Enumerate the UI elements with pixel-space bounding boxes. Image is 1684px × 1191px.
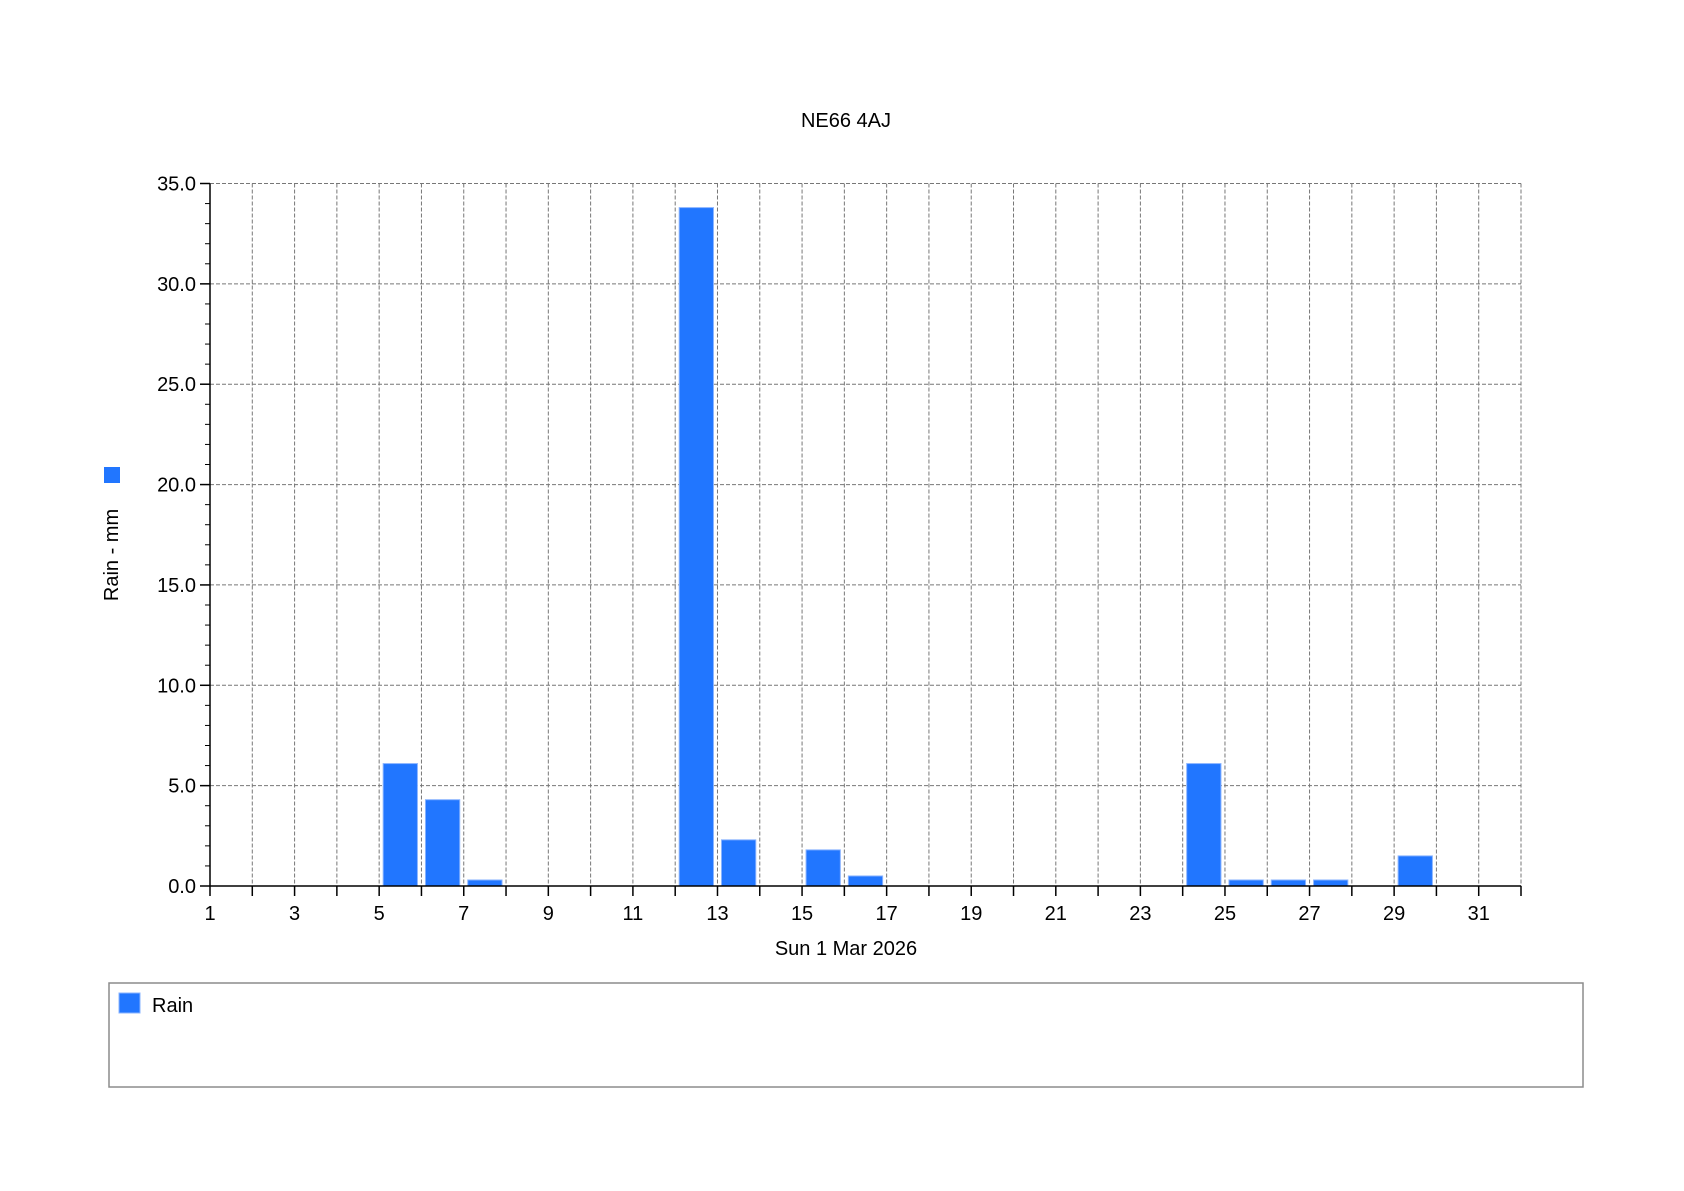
y-tick-labels: 0.0 5.0 10.0 15.0 20.0 25.0 30.0 35.0 — [157, 174, 196, 899]
bar-day-29 — [1397, 855, 1433, 887]
y-axis-label: Rain - mm — [101, 509, 123, 601]
x-tick-label: 5 — [374, 903, 385, 925]
bar-day-25 — [1228, 879, 1264, 887]
x-tick-labels: 1 3 5 7 9 11 13 15 17 19 21 23 25 27 29 31 — [204, 903, 1489, 925]
bar-day-5 — [382, 763, 418, 887]
bar-day-24 — [1186, 763, 1222, 887]
x-tick-label: 29 — [1383, 903, 1405, 925]
x-axis-label: Sun 1 Mar 2026 — [775, 938, 917, 960]
legend: Rain — [108, 982, 1584, 1088]
bar-day-15 — [805, 849, 841, 887]
bar-day-13 — [720, 839, 757, 887]
x-tick-label: 23 — [1129, 903, 1151, 925]
y-tick-label: 30.0 — [157, 274, 196, 296]
legend-label-rain: Rain — [152, 995, 193, 1017]
bar-day-12 — [678, 207, 714, 887]
x-tick-label: 13 — [706, 903, 728, 925]
axes — [200, 182, 1522, 896]
bar-day-7 — [467, 879, 503, 887]
y-tick-label: 35.0 — [157, 174, 196, 196]
y-tick-label: 25.0 — [157, 374, 196, 396]
x-tick-label: 21 — [1045, 903, 1067, 925]
x-tick-label: 7 — [458, 903, 469, 925]
x-tick-label: 11 — [623, 903, 644, 925]
y-axis-legend-swatch — [104, 467, 120, 483]
x-tick-label: 9 — [543, 903, 554, 925]
y-tick-label: 15.0 — [157, 575, 196, 597]
x-tick-label: 3 — [289, 903, 300, 925]
x-tick-label: 31 — [1468, 903, 1490, 925]
chart-title: NE66 4AJ — [801, 110, 891, 132]
x-tick-label: 15 — [791, 903, 813, 925]
bars — [382, 207, 1433, 887]
y-tick-label: 10.0 — [157, 675, 196, 697]
y-tick-label: 5.0 — [168, 776, 196, 798]
legend-box — [108, 982, 1584, 1088]
bar-day-27 — [1313, 879, 1349, 887]
y-tick-label: 0.0 — [168, 876, 196, 898]
y-tick-label: 20.0 — [157, 475, 196, 497]
bar-day-16 — [847, 875, 884, 887]
bar-day-6 — [424, 799, 461, 887]
bar-day-26 — [1270, 879, 1307, 887]
x-tick-label: 27 — [1298, 903, 1320, 925]
x-tick-label: 25 — [1214, 903, 1236, 925]
legend-swatch-rain — [118, 992, 141, 1014]
x-tick-label: 17 — [876, 903, 898, 925]
x-tick-label: 1 — [204, 903, 215, 925]
x-tick-label: 19 — [960, 903, 982, 925]
grid — [209, 183, 1522, 887]
